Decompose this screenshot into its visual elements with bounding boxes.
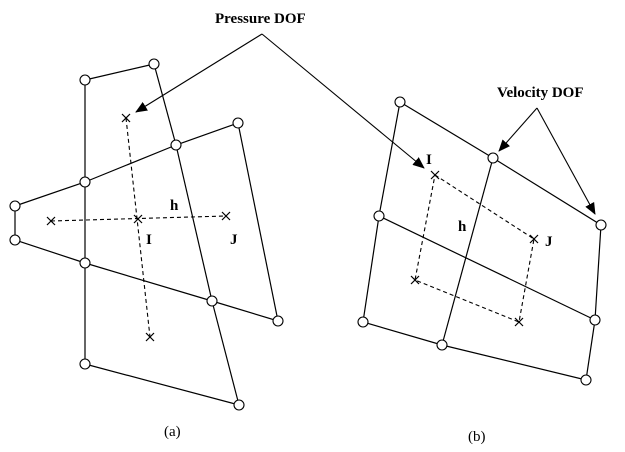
panel-a-caption: (a) [164,424,181,440]
pressure-cross [121,113,131,123]
velocity-node [357,316,369,328]
panel-b-mid-edge-horizontal [378,215,596,321]
panel-a-vertical-element-edges [84,63,240,406]
pressure-cross-j [221,211,231,221]
velocity-node [373,210,385,222]
velocity-node [170,139,182,151]
velocity-node [233,399,245,411]
pressure-cross [514,317,524,327]
velocity-node [589,314,601,326]
velocity-dof-annotation: Velocity DOF [497,85,596,215]
panel-b-element-edges [362,101,602,381]
velocity-node [394,96,406,108]
pressure-cross-i [430,170,440,180]
velocity-node [580,374,592,386]
velocity-node [272,315,284,327]
velocity-dof-arrow-left [498,107,538,152]
pressure-cross [145,332,155,342]
pressure-dof-annotation: Pressure DOF [135,11,425,169]
velocity-node [487,152,499,164]
panel-b-velocity-nodes [357,96,607,386]
velocity-node [79,358,91,370]
panel-a-i-label: I [146,232,152,248]
velocity-node [79,74,91,86]
panel-a-pressure-nodes [46,113,231,342]
panel-a-velocity-nodes [9,58,284,411]
velocity-node [148,58,160,70]
panel-a-j-label: J [230,232,238,248]
velocity-node [595,219,607,231]
velocity-node [9,234,21,246]
panel-b-j-label: J [545,234,553,250]
velocity-node [436,339,448,351]
velocity-node [232,117,244,129]
panel-b-h-label: h [458,219,467,235]
pressure-dof-arrow-left [135,33,263,113]
panel-b-i-label: I [426,152,432,168]
pressure-cross-i [133,214,143,224]
pressure-dof-arrow-right [261,33,425,169]
velocity-node [9,200,21,212]
panel-b: I h J (b) [357,96,607,445]
panel-a: h I J (a) [9,58,284,440]
velocity-dof-arrow-right [536,107,596,215]
panel-b-pressure-nodes [410,170,539,327]
pressure-cross [46,216,56,226]
velocity-node [79,257,91,269]
pressure-dof-label: Pressure DOF [215,11,306,27]
panel-b-mid-edge-vertical [441,157,494,346]
panel-a-horizontal-element-edges [14,122,279,322]
panel-b-caption: (b) [468,429,486,445]
panel-a-pressure-links [50,117,227,338]
velocity-node [206,295,218,307]
velocity-dof-label: Velocity DOF [497,85,584,101]
pressure-cross [410,275,420,285]
pressure-cross-j [529,234,539,244]
velocity-node [79,176,91,188]
panel-b-pressure-links [414,174,535,323]
panel-a-h-label: h [170,198,179,214]
